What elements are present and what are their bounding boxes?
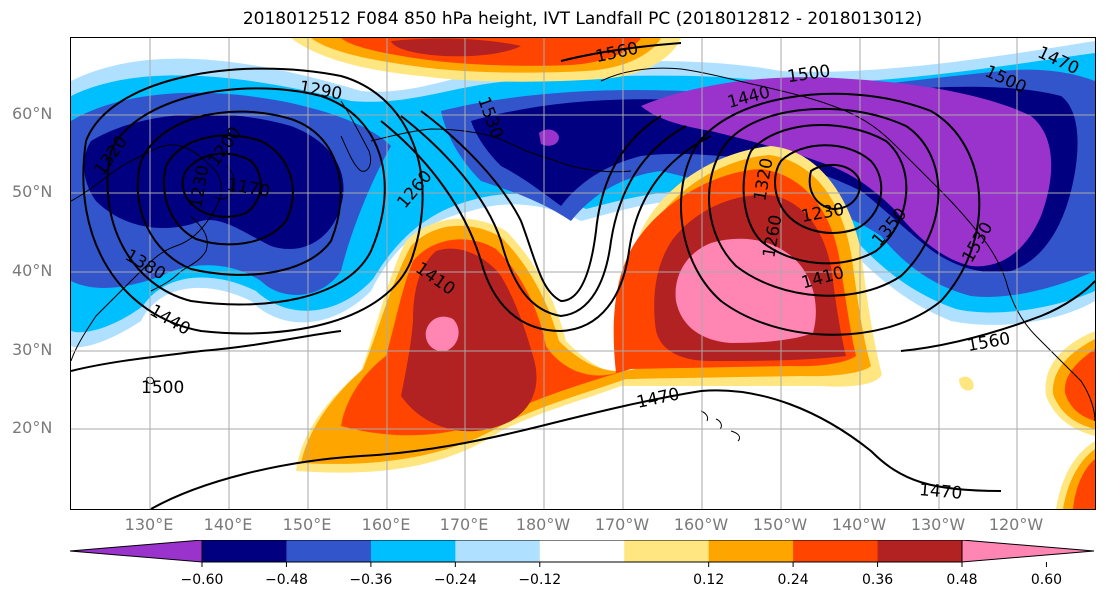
lon-label: 160°E bbox=[361, 515, 411, 534]
hawaii-islands bbox=[700, 410, 741, 442]
lon-label: 130°E bbox=[124, 515, 174, 534]
contour-east-low-3 bbox=[742, 124, 908, 265]
contour-trough-3 bbox=[380, 120, 712, 333]
ivt-orangered-region-east bbox=[1064, 349, 1095, 509]
colorbar-tick-label: −0.12 bbox=[518, 572, 562, 588]
contour-1560-east bbox=[900, 280, 1095, 352]
lon-label: 140°E bbox=[203, 515, 253, 534]
colorbar-bin bbox=[202, 540, 287, 562]
lon-label: 140°W bbox=[831, 515, 887, 534]
contour-east-low-4 bbox=[708, 107, 940, 297]
ivt-pink-region bbox=[425, 238, 816, 352]
colorbar-extend-max bbox=[961, 540, 1095, 563]
map-panel: 1560 1500 1290 1320 1200 1230 1170 1530 … bbox=[70, 37, 1096, 510]
height-contours bbox=[71, 42, 1095, 509]
contour-east-low-5 bbox=[680, 92, 981, 336]
colorbar-tick-label: 0.24 bbox=[777, 572, 809, 588]
contour-east-low-1 bbox=[808, 163, 861, 211]
lat-label: 20°N bbox=[12, 418, 53, 437]
colorbar-bin bbox=[370, 540, 456, 562]
contour-label: 1470 bbox=[918, 480, 963, 504]
contour-west-low-4 bbox=[106, 87, 386, 306]
colorbar-bin bbox=[793, 540, 879, 562]
colorbar-bin bbox=[877, 540, 963, 562]
colorbar-outline bbox=[201, 540, 963, 563]
colorbar-tick-label: 0.60 bbox=[1030, 572, 1063, 588]
colorbar-bin bbox=[624, 540, 710, 562]
lon-label: 130°W bbox=[910, 515, 966, 534]
lon-label: 120°W bbox=[988, 515, 1044, 534]
colorbar-bin bbox=[539, 540, 625, 562]
ivt-positive-shading bbox=[291, 38, 1095, 509]
contour-1500-west bbox=[71, 330, 342, 372]
colorbar bbox=[69, 540, 1095, 567]
contour-west-low-5 bbox=[82, 67, 424, 335]
map-canvas: 1560 1500 1290 1320 1200 1230 1170 1530 … bbox=[71, 38, 1095, 509]
colorbar-tick-label: 0.36 bbox=[861, 572, 894, 588]
lon-label: 170°W bbox=[594, 515, 650, 534]
aleutian-islands bbox=[370, 128, 632, 173]
lon-label: 150°E bbox=[282, 515, 332, 534]
contour-1560-north bbox=[560, 42, 682, 62]
colorbar-tick-label: −0.60 bbox=[180, 572, 224, 588]
alaska-coastline bbox=[600, 67, 897, 147]
lat-label: 60°N bbox=[12, 104, 53, 123]
colorbar-bin bbox=[708, 540, 794, 562]
gridlines bbox=[71, 38, 1095, 509]
colorbar-tick-label: 0.12 bbox=[693, 572, 725, 588]
contour-west-low-2 bbox=[163, 134, 294, 246]
lat-label: 40°N bbox=[12, 261, 53, 280]
contour-label: 1500 bbox=[141, 378, 184, 398]
contour-east-low-2 bbox=[774, 144, 883, 234]
ivt-darkred-region-north bbox=[391, 38, 521, 57]
lon-label: 170°E bbox=[439, 515, 489, 534]
asia-coastline bbox=[71, 144, 222, 362]
colorbar-tick-label: −0.36 bbox=[349, 572, 393, 588]
contour-1470-south bbox=[150, 389, 1002, 509]
contour-label: 1560 bbox=[966, 329, 1012, 356]
contour-trough-2 bbox=[400, 115, 687, 318]
colorbar-bin bbox=[455, 540, 541, 562]
colorbar-tick-label: 0.48 bbox=[946, 572, 978, 588]
map-title: 2018012512 F084 850 hPa height, IVT Land… bbox=[242, 9, 923, 29]
lon-label: 150°W bbox=[752, 515, 808, 534]
contour-west-low-3 bbox=[136, 110, 342, 276]
lat-label: 30°N bbox=[12, 340, 53, 359]
colorbar-tick-label: −0.24 bbox=[433, 572, 477, 588]
colorbar-bin bbox=[286, 540, 372, 562]
contour-west-low-1 bbox=[181, 152, 262, 218]
contour-label: 1440 bbox=[146, 301, 193, 340]
lat-label: 50°N bbox=[12, 182, 53, 201]
lon-label: 160°W bbox=[673, 515, 729, 534]
colorbar-extend-min bbox=[69, 540, 203, 563]
colorbar-tick-label: −0.48 bbox=[264, 572, 308, 588]
lon-label: 180°W bbox=[515, 515, 571, 534]
coastlines bbox=[71, 67, 1095, 442]
north-america-coastline bbox=[895, 145, 1095, 422]
contour-label: 1470 bbox=[635, 384, 681, 413]
kamchatka-coastline bbox=[340, 100, 372, 172]
contour-trough-1 bbox=[420, 110, 662, 303]
japan-coastline bbox=[150, 165, 236, 292]
